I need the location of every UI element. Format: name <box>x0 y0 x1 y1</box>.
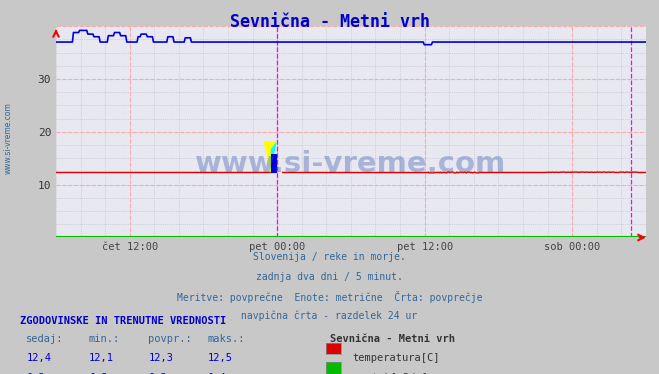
Text: temperatura[C]: temperatura[C] <box>353 353 440 364</box>
Text: 0,2: 0,2 <box>89 373 107 374</box>
Text: Meritve: povprečne  Enote: metrične  Črta: povprečje: Meritve: povprečne Enote: metrične Črta:… <box>177 291 482 303</box>
Text: Slovenija / reke in morje.: Slovenija / reke in morje. <box>253 252 406 263</box>
Polygon shape <box>264 141 277 173</box>
Text: navpična črta - razdelek 24 ur: navpična črta - razdelek 24 ur <box>241 311 418 321</box>
Text: 0,4: 0,4 <box>208 373 226 374</box>
Text: 12,1: 12,1 <box>89 353 114 364</box>
Text: sedaj:: sedaj: <box>26 334 64 344</box>
Text: www.si-vreme.com: www.si-vreme.com <box>195 150 507 178</box>
Text: povpr.:: povpr.: <box>148 334 192 344</box>
Text: 12,4: 12,4 <box>26 353 51 364</box>
Text: zadnja dva dni / 5 minut.: zadnja dva dni / 5 minut. <box>256 272 403 282</box>
Text: 0,3: 0,3 <box>148 373 167 374</box>
Bar <box>271 154 277 173</box>
Text: www.si-vreme.com: www.si-vreme.com <box>3 102 13 174</box>
Text: ZGODOVINSKE IN TRENUTNE VREDNOSTI: ZGODOVINSKE IN TRENUTNE VREDNOSTI <box>20 316 226 326</box>
Text: 12,5: 12,5 <box>208 353 233 364</box>
Text: Sevnična - Metni vrh: Sevnična - Metni vrh <box>229 13 430 31</box>
Text: 12,3: 12,3 <box>148 353 173 364</box>
Text: min.:: min.: <box>89 334 120 344</box>
Text: pretok[m3/s]: pretok[m3/s] <box>353 373 428 374</box>
Text: maks.:: maks.: <box>208 334 245 344</box>
Polygon shape <box>271 141 277 173</box>
Text: 0,3: 0,3 <box>26 373 45 374</box>
Text: Sevnična - Metni vrh: Sevnična - Metni vrh <box>330 334 455 344</box>
